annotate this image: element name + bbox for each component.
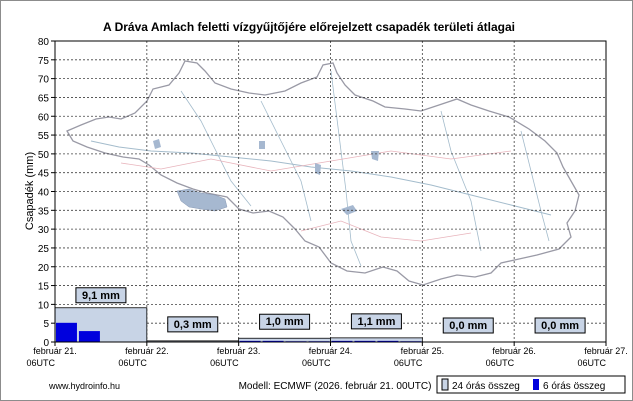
lake xyxy=(176,188,228,212)
x-tick-label-date: február 22. xyxy=(125,346,169,356)
chart-title: A Dráva Amlach feletti vízgyűjtőjére elő… xyxy=(103,20,515,34)
daily-total-label: 1,1 mm xyxy=(357,316,395,328)
x-tick-label-time: 06UTC xyxy=(26,358,55,368)
tributary-river xyxy=(180,90,252,207)
legend: 24 órás összeg 6 órás összeg xyxy=(436,375,626,394)
border-line xyxy=(300,220,472,242)
tributary-river xyxy=(520,130,550,242)
catchment-map xyxy=(66,60,580,286)
x-tick-label-time: 06UTC xyxy=(486,358,515,368)
y-tick-label: 65 xyxy=(38,93,50,104)
legend-label-six-hour: 6 órás összeg xyxy=(543,381,605,392)
grid xyxy=(55,41,606,342)
lake xyxy=(315,163,321,175)
tributary-river xyxy=(260,100,312,222)
six-hour-bar xyxy=(354,340,376,342)
y-tick-label: 30 xyxy=(38,225,50,236)
border-line xyxy=(120,150,512,172)
x-tick-label-date: február 25. xyxy=(401,346,445,356)
six-hour-bar xyxy=(78,331,100,342)
six-hour-bar xyxy=(56,322,77,342)
plot-area-border xyxy=(54,40,607,343)
y-tick-label: 15 xyxy=(38,282,50,293)
y-tick-label: 70 xyxy=(38,75,50,86)
y-tick-label: 45 xyxy=(38,169,50,180)
daily-total-label-box xyxy=(350,313,402,330)
six-hour-bar xyxy=(239,340,261,342)
legend-box xyxy=(436,375,626,394)
tributary-river xyxy=(330,70,362,267)
lake xyxy=(259,141,265,149)
daily-total-label: 0,0 mm xyxy=(449,320,487,332)
x-tick-label-date: február 24. xyxy=(309,346,353,356)
y-tick-label: 0 xyxy=(43,338,49,349)
x-tick-label-date: február 23. xyxy=(217,346,261,356)
y-axis: 0 5 10 15 20 25 30 35 40 45 50 55 60 65 70 75 80 xyxy=(38,37,55,349)
website-link[interactable]: www.hydroinfo.hu xyxy=(48,381,120,391)
y-tick-label: 80 xyxy=(38,37,50,48)
y-tick-label: 35 xyxy=(38,206,50,217)
y-tick-label: 55 xyxy=(38,131,50,142)
x-tick-label-time: 06UTC xyxy=(394,358,423,368)
main-river xyxy=(90,140,552,216)
y-tick-label: 75 xyxy=(38,56,50,67)
daily-total-label: 0,0 mm xyxy=(541,320,579,332)
y-tick-label: 5 xyxy=(43,319,49,330)
daily-total-label-box xyxy=(259,313,311,330)
legend-label-daily: 24 órás összeg xyxy=(452,381,520,392)
daily-total-label-box xyxy=(167,316,219,333)
x-tick-label-time: 06UTC xyxy=(577,358,606,368)
six-hour-bar xyxy=(262,340,284,342)
daily-total-label: 9,1 mm xyxy=(82,290,120,302)
daily-total-label: 1,0 mm xyxy=(266,316,304,328)
six-hour-bar xyxy=(331,340,353,342)
y-tick-label: 20 xyxy=(38,263,50,274)
daily-total-label-box xyxy=(534,317,586,334)
y-tick-label: 50 xyxy=(38,150,50,161)
x-tick-label-date: február 21. xyxy=(33,346,77,356)
x-tick-label-time: 06UTC xyxy=(118,358,147,368)
six-hour-bar xyxy=(377,340,399,342)
x-tick-label-time: 06UTC xyxy=(210,358,239,368)
x-tick-label-date: február 26. xyxy=(492,346,536,356)
tributary-river xyxy=(440,110,482,252)
x-tick-label-time: 06UTC xyxy=(302,358,331,368)
daily-total-label-box xyxy=(75,287,127,304)
y-tick-label: 25 xyxy=(38,244,50,255)
lake xyxy=(153,139,161,149)
daily-total-label: 0,3 mm xyxy=(174,319,212,331)
y-tick-label: 60 xyxy=(38,112,50,123)
legend-swatch-six-hour xyxy=(533,379,539,390)
daily-total-label-box xyxy=(442,317,494,334)
y-tick-label: 40 xyxy=(38,188,50,199)
legend-swatch-daily xyxy=(441,378,449,391)
daily-totals: 9,1 mm 0,3 mm 1,0 mm 1,1 mm 0,0 mm 0,0 mm xyxy=(54,287,586,343)
y-tick-label: 10 xyxy=(38,300,50,311)
model-info: Modell: ECMWF (2026. február 21. 00UTC) xyxy=(239,381,432,392)
x-axis: február 21. 06UTC február 22. 06UTC február … xyxy=(26,342,628,368)
y-axis-label: Csapadék (mm) xyxy=(24,152,36,230)
x-tick-label-date: február 27. xyxy=(584,346,628,356)
lake xyxy=(371,151,379,161)
